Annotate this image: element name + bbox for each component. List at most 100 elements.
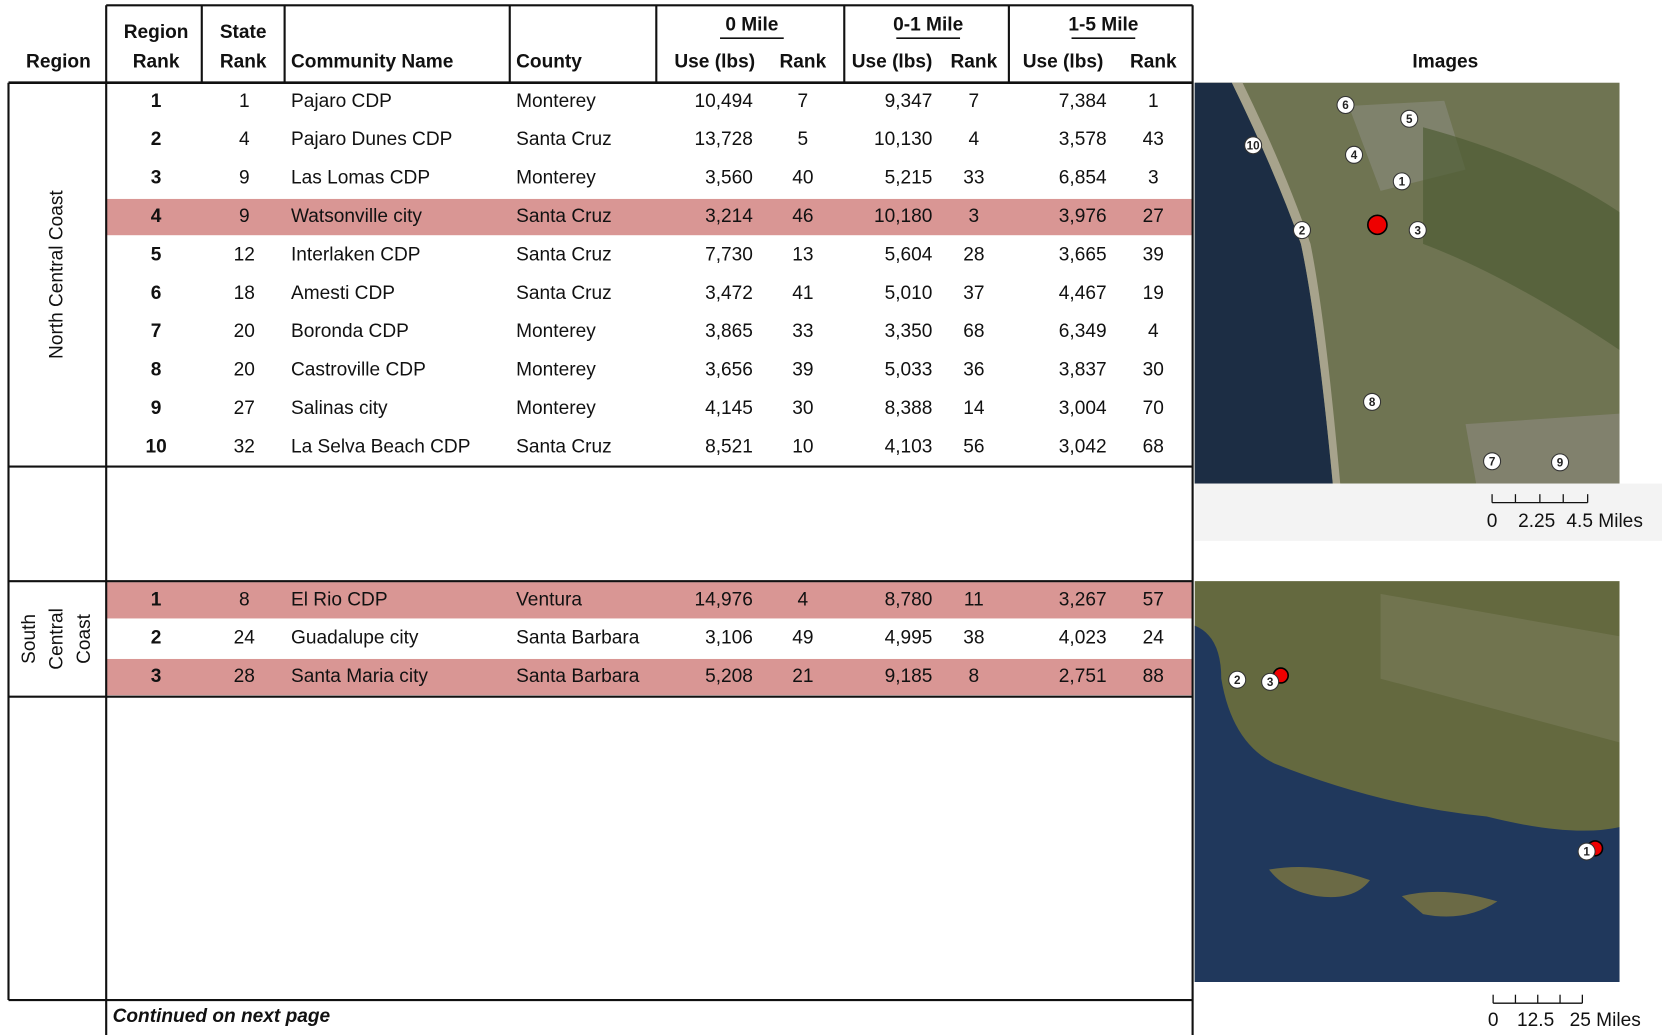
cell: 4 <box>969 129 980 150</box>
cell: 4,145 <box>705 398 753 419</box>
cell: 27 <box>1143 206 1164 227</box>
group-header: 0-1 Mile <box>893 15 963 36</box>
cell: 3,472 <box>705 283 753 304</box>
cell: 3 <box>151 168 162 189</box>
cell: 12 <box>234 244 255 265</box>
cell: Salinas city <box>291 398 388 419</box>
cell: 88 <box>1143 666 1164 687</box>
cell: Boronda CDP <box>291 321 409 342</box>
cell: 39 <box>1143 244 1164 265</box>
row-highlight <box>106 198 1193 236</box>
region-label: North Central Coast <box>46 190 67 359</box>
cell: La Selva Beach CDP <box>291 436 471 457</box>
cell: 38 <box>963 628 984 649</box>
marker <box>1244 136 1263 155</box>
marker-label: 3 <box>1414 224 1421 237</box>
marker-label: 2 <box>1299 224 1306 237</box>
cell: 33 <box>963 168 984 189</box>
cell: 4 <box>798 589 809 610</box>
cell: 57 <box>1143 589 1164 610</box>
group-header: 0 Mile <box>725 15 778 36</box>
marker <box>1551 453 1570 472</box>
map-north <box>1194 82 1662 541</box>
scale-label: 2.25 <box>1518 511 1555 532</box>
scale-panel <box>1194 483 1662 541</box>
cell: 1 <box>1148 91 1159 112</box>
cell: 37 <box>963 283 984 304</box>
cell: 8 <box>239 589 250 610</box>
cell: 3,350 <box>885 321 933 342</box>
cell: 4 <box>239 129 250 150</box>
cell: Santa Cruz <box>516 283 612 304</box>
cell: 5,010 <box>885 283 933 304</box>
region-label: Coast <box>74 613 95 664</box>
cell: 24 <box>234 628 256 649</box>
cell: 20 <box>234 321 255 342</box>
cell: 4,023 <box>1059 628 1107 649</box>
cell: Monterey <box>516 321 596 342</box>
marker-label: 5 <box>1406 113 1413 126</box>
cell: 30 <box>792 398 813 419</box>
cell: 21 <box>792 666 813 687</box>
scale-label: 0 <box>1487 511 1498 532</box>
header: County <box>516 52 582 73</box>
row-highlight <box>106 658 1193 696</box>
cell: 3,267 <box>1059 589 1107 610</box>
cell: 3 <box>1148 168 1159 189</box>
scale-label: 0 <box>1488 1010 1499 1031</box>
cell: El Rio CDP <box>291 589 388 610</box>
cell: 6 <box>151 283 162 304</box>
marker <box>1408 221 1427 240</box>
cell: Santa Barbara <box>516 628 640 649</box>
cell: 2 <box>151 129 162 150</box>
cell: 43 <box>1143 129 1164 150</box>
row-highlight <box>106 582 1193 619</box>
cell: Pajaro CDP <box>291 91 392 112</box>
cell: 7,384 <box>1059 91 1107 112</box>
cell: 9,185 <box>885 666 933 687</box>
cell: 10,180 <box>874 206 932 227</box>
cell: 14 <box>963 398 985 419</box>
cell: 3,560 <box>705 168 753 189</box>
coast <box>1231 82 1341 484</box>
cell: Santa Maria city <box>291 666 428 687</box>
cell: 32 <box>234 436 255 457</box>
marker-label: 9 <box>1557 457 1564 470</box>
cell: Las Lomas CDP <box>291 168 430 189</box>
cell: 8 <box>969 666 980 687</box>
cell: Santa Cruz <box>516 206 612 227</box>
cell: 1 <box>239 91 250 112</box>
header: State <box>220 22 267 43</box>
hills <box>1423 127 1620 350</box>
cell: 10,494 <box>694 91 753 112</box>
cell: 7 <box>969 91 980 112</box>
marker-label: 3 <box>1267 676 1274 689</box>
site-dot <box>1367 214 1388 236</box>
cell: Santa Barbara <box>516 666 640 687</box>
cell: 13 <box>792 244 813 265</box>
hills <box>1380 593 1620 743</box>
cell: 4,103 <box>885 436 933 457</box>
cell: Santa Cruz <box>516 244 612 265</box>
cell: Interlaken CDP <box>291 244 421 265</box>
cell: 19 <box>1143 283 1164 304</box>
cell: 28 <box>234 666 255 687</box>
cell: 4,467 <box>1059 283 1107 304</box>
cell: 3,214 <box>705 206 753 227</box>
cell: Monterey <box>516 168 596 189</box>
cell: 30 <box>1143 360 1164 381</box>
cell: 68 <box>963 321 984 342</box>
marker <box>1228 670 1247 689</box>
cell: 24 <box>1143 628 1165 649</box>
ocean <box>1194 625 1620 982</box>
cell: 5,215 <box>885 168 933 189</box>
region-label: Central <box>46 608 67 670</box>
marker <box>1483 452 1502 471</box>
sub-header: Rank <box>779 52 826 73</box>
cell: 3 <box>151 666 162 687</box>
cell: 4 <box>151 206 162 227</box>
cell: Guadalupe city <box>291 628 419 649</box>
marker-label: 8 <box>1369 396 1376 409</box>
cell: 3 <box>969 206 980 227</box>
